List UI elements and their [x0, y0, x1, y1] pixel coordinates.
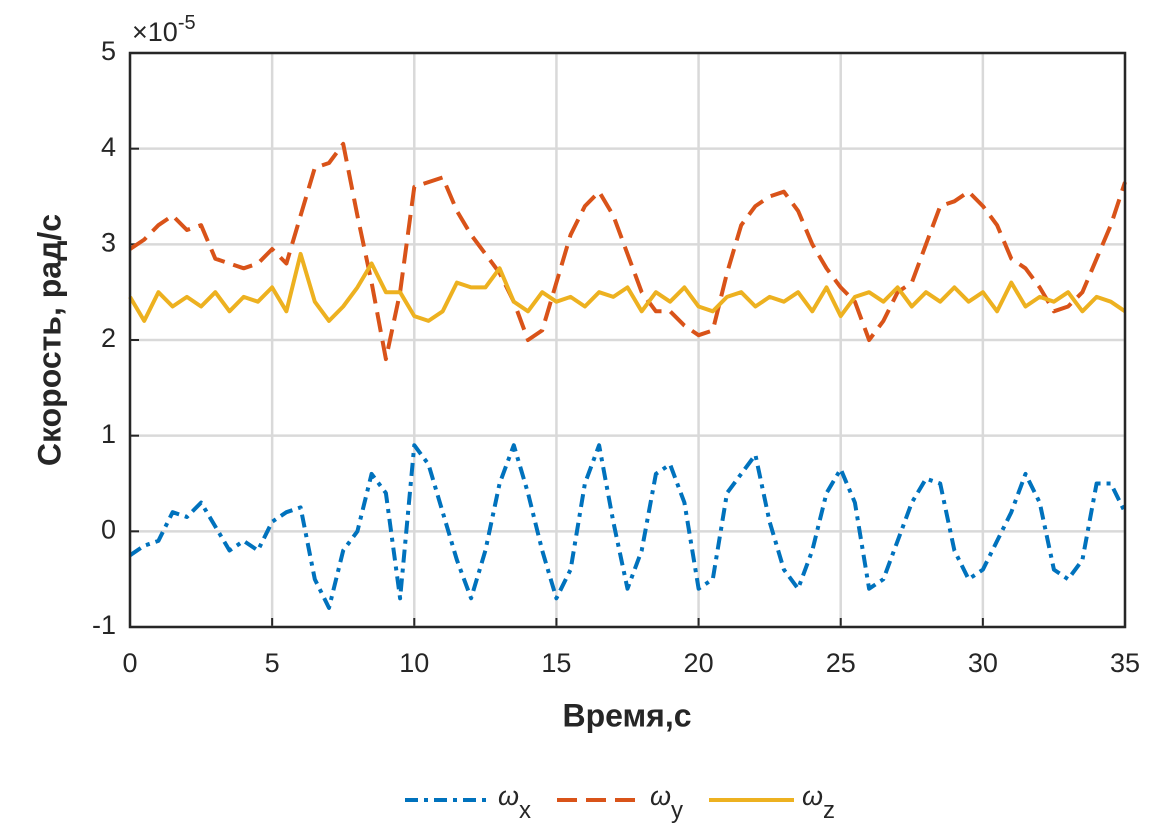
y-multiplier-base: ×10: [132, 17, 178, 47]
x-axis-label: Время,с: [562, 697, 691, 733]
x-tick-label: 25: [826, 648, 856, 678]
legend-label: ωy: [650, 781, 683, 824]
x-tick-label: 15: [541, 648, 571, 678]
series-line: [128, 251, 1127, 323]
y-tick-label: 3: [101, 227, 116, 257]
y-tick-label: 0: [101, 514, 116, 544]
x-tick-label: 0: [122, 648, 137, 678]
plot-frame: [128, 51, 1127, 629]
y-tick-label: -1: [92, 610, 116, 640]
legend-symbol: ω: [650, 781, 671, 811]
y-tick-label: 5: [101, 36, 116, 66]
series-line: [128, 443, 1127, 610]
y-tick-label: 1: [101, 419, 116, 449]
legend-subscript: x: [519, 797, 531, 824]
legend-subscript: y: [671, 797, 683, 824]
x-tick-label: 35: [1110, 648, 1140, 678]
y-multiplier-exponent: -5: [178, 12, 196, 34]
y-tick-label: 2: [101, 323, 116, 353]
legend-symbol: ω: [498, 781, 519, 811]
x-tick-label: 30: [968, 648, 998, 678]
x-tick-label: 20: [684, 648, 714, 678]
y-tick-label: 4: [101, 132, 116, 162]
legend-symbol: ω: [802, 781, 823, 811]
series-line: [128, 141, 1127, 362]
legend-subscript: z: [823, 797, 835, 824]
x-tick-label: 5: [265, 648, 280, 678]
y-axis-label: Скорость, рад/с: [31, 214, 67, 466]
legend-label: ωx: [498, 781, 531, 824]
x-tick-label: 10: [399, 648, 429, 678]
y-multiplier: ×10-5: [132, 12, 196, 47]
legend-label: ωz: [802, 781, 835, 824]
